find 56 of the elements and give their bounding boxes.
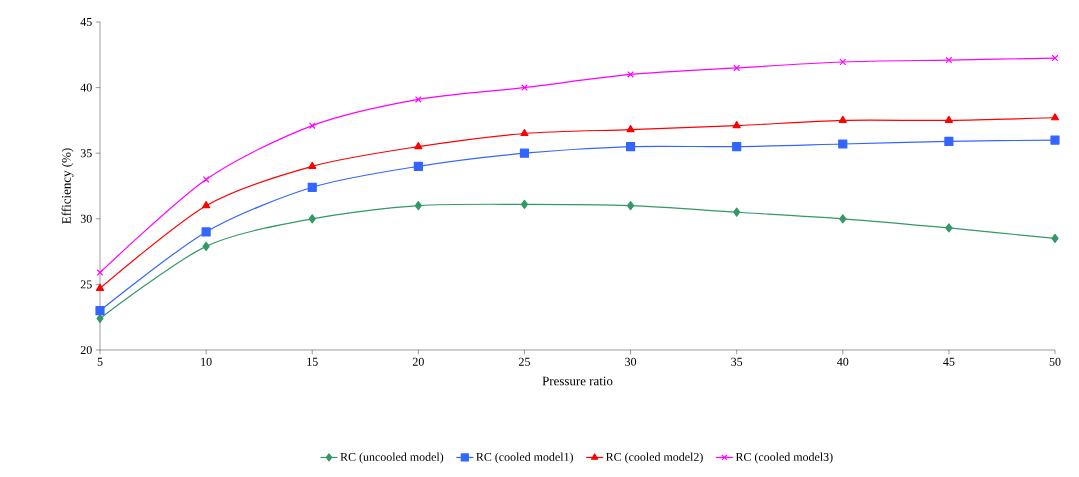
point — [838, 139, 848, 149]
y-tick-label: 20 — [80, 345, 92, 355]
point — [202, 201, 211, 209]
point — [202, 241, 210, 251]
point — [732, 142, 742, 152]
point — [520, 199, 529, 209]
point — [626, 201, 635, 211]
point — [308, 161, 317, 169]
point — [944, 115, 953, 123]
point — [202, 176, 210, 183]
point — [95, 306, 105, 316]
x-tick-label: 5 — [97, 357, 103, 366]
x-tick-label: 10 — [201, 357, 212, 366]
x-tick-label: 50 — [1049, 357, 1061, 366]
x-tick-label: 15 — [307, 357, 318, 366]
point — [733, 64, 741, 72]
legend-label: RC (cooled model3) — [735, 452, 833, 464]
x-tick-label: 20 — [412, 357, 424, 366]
legend-label: RC (cooled model2) — [606, 452, 703, 464]
x-tick-label: 35 — [731, 357, 743, 366]
point — [733, 207, 741, 217]
point — [308, 214, 316, 224]
point — [308, 122, 316, 130]
point — [95, 283, 105, 291]
point — [520, 128, 529, 137]
point — [307, 182, 317, 192]
x-tick-label: 45 — [943, 357, 955, 366]
point — [732, 121, 741, 129]
x-axis-title: Pressure ratio — [542, 376, 613, 386]
point — [625, 142, 636, 152]
point — [414, 201, 422, 211]
point — [626, 124, 635, 133]
point — [201, 227, 211, 237]
point — [945, 223, 953, 233]
point — [1051, 233, 1059, 244]
y-tick-label: 30 — [80, 214, 92, 223]
point — [839, 58, 847, 66]
y-tick-label: 35 — [80, 149, 92, 158]
point — [414, 142, 423, 150]
legend-label: RC (cooled model1) — [476, 452, 573, 464]
x-tick-label: 30 — [625, 357, 637, 366]
y-axis-title: Efficiency (%) — [61, 148, 74, 224]
point — [1050, 113, 1060, 121]
point — [838, 115, 847, 123]
y-tick-label: 25 — [80, 280, 92, 289]
x-tick-label: 40 — [837, 357, 849, 366]
y-tick-label: 40 — [80, 83, 92, 92]
point — [1050, 135, 1060, 145]
x-tick-label: 25 — [519, 357, 530, 366]
point — [839, 214, 847, 224]
point — [944, 136, 954, 146]
point — [519, 148, 530, 158]
legend-label: RC (uncooled model) — [340, 452, 444, 464]
point — [96, 269, 104, 277]
y-tick-label: 45 — [80, 17, 92, 26]
point — [413, 161, 423, 171]
